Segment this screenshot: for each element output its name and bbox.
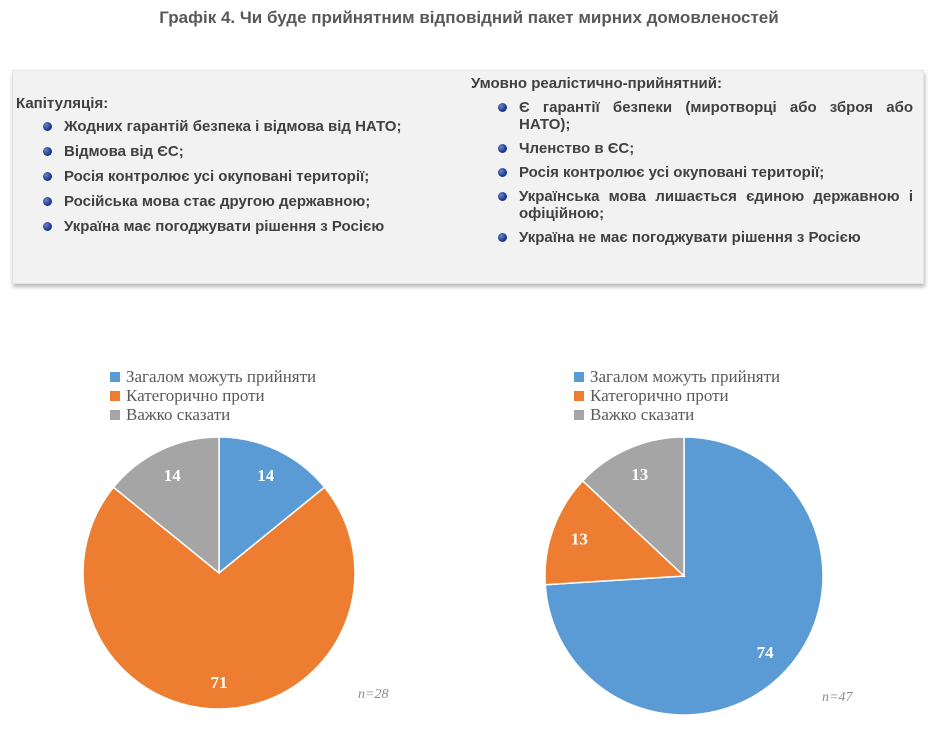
list-item-text: Українська мова лишається єдиною державн…: [519, 188, 913, 222]
list-item-text: Україна має погоджувати рішення з Росією: [64, 218, 385, 235]
left-column-list: Жодних гарантій безпека і відмова від НА…: [39, 118, 459, 243]
data-label: 71: [211, 673, 228, 692]
data-label: 13: [631, 465, 648, 484]
legend-swatch: [574, 391, 584, 401]
bullet-icon: [43, 197, 52, 206]
legend-swatch: [110, 410, 120, 420]
legend-swatch: [110, 372, 120, 382]
list-item-text: Росія контролює усі окуповані території;: [64, 168, 370, 185]
bullet-icon: [43, 147, 52, 156]
bullet-icon: [498, 192, 507, 201]
right-column-heading: Умовно реалістично-прийнятний:: [471, 75, 722, 92]
list-item: Жодних гарантій безпека і відмова від НА…: [39, 118, 459, 135]
bullet-icon: [498, 168, 507, 177]
data-label: 74: [757, 643, 775, 662]
bullet-icon: [43, 122, 52, 131]
data-label: 14: [164, 466, 182, 485]
bullet-icon: [498, 144, 507, 153]
bullet-icon: [498, 103, 507, 112]
legend-swatch: [110, 391, 120, 401]
legend-label: Важко сказати: [126, 405, 230, 424]
list-item: Росія контролює усі окуповані території;: [494, 164, 913, 181]
list-item: Росія контролює усі окуповані території;: [39, 168, 459, 185]
bullet-icon: [43, 172, 52, 181]
pie-slice: [218, 436, 326, 575]
list-item-text: Членство в ЄС;: [519, 140, 635, 157]
list-item: Україна має погоджувати рішення з Росією: [39, 218, 459, 235]
legend-label: Категорично проти: [590, 386, 729, 405]
list-item-text: Росія контролює усі окуповані території;: [519, 164, 825, 181]
sample-size-note: n=47: [822, 690, 853, 705]
list-item: Відмова від ЄС;: [39, 143, 459, 160]
list-item: Українська мова лишається єдиною державн…: [494, 188, 913, 222]
legend-label: Загалом можуть прийняти: [590, 367, 780, 386]
list-item: Є гарантії безпеки (миротворці або зброя…: [494, 99, 913, 133]
scenario-box: Капітуляція: Жодних гарантій безпека і в…: [12, 70, 924, 284]
bullet-icon: [43, 222, 52, 231]
pie-slice: [112, 436, 220, 575]
left-column-heading: Капітуляція:: [16, 95, 109, 112]
list-item: Членство в ЄС;: [494, 140, 913, 157]
list-item-text: Російська мова стає другою державною;: [64, 193, 371, 210]
list-item-text: Відмова від ЄС;: [64, 143, 184, 160]
list-item: Україна не має погоджувати рішення з Рос…: [494, 229, 913, 246]
legend-label: Загалом можуть прийняти: [126, 367, 316, 386]
chart-title: Графік 4. Чи буде прийнятним відповідний…: [159, 8, 779, 27]
pie-slice: [82, 486, 356, 710]
bullet-icon: [498, 233, 507, 242]
pie-slice: [581, 436, 685, 578]
data-label: 14: [257, 466, 275, 485]
legend-label: Важко сказати: [590, 405, 694, 424]
pie-slice: [544, 479, 686, 586]
data-label: 13: [571, 529, 588, 548]
list-item-text: Україна не має погоджувати рішення з Рос…: [519, 229, 861, 246]
legend-swatch: [574, 410, 584, 420]
legend-swatch: [574, 372, 584, 382]
list-item-text: Жодних гарантій безпека і відмова від НА…: [64, 118, 402, 135]
legend-label: Категорично проти: [126, 386, 265, 405]
list-item: Російська мова стає другою державною;: [39, 193, 459, 210]
list-item-text: Є гарантії безпеки (миротворці або зброя…: [519, 99, 913, 133]
right-column-list: Є гарантії безпеки (миротворці або зброя…: [494, 99, 913, 253]
sample-size-note: n=28: [358, 687, 388, 702]
